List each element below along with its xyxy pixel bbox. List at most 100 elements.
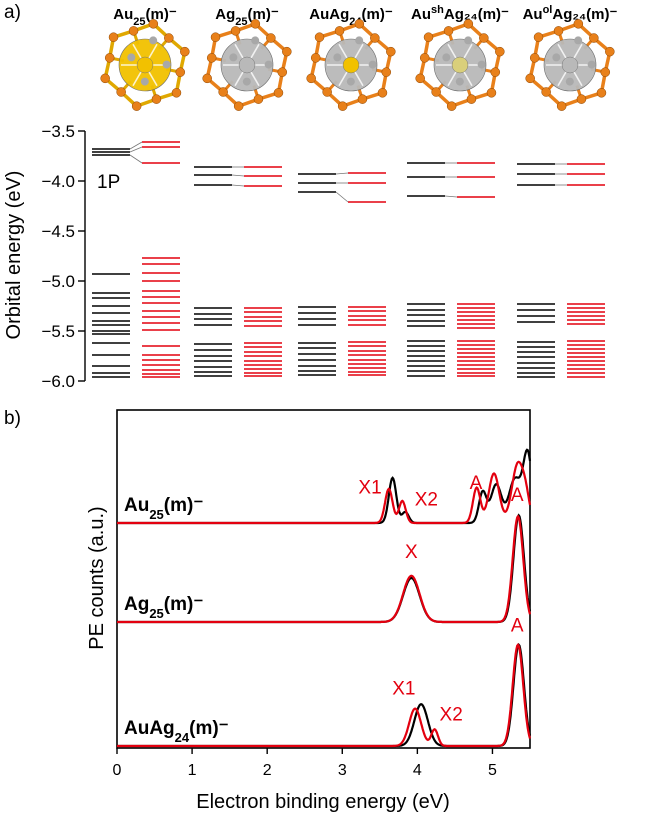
sulfur-atom [377, 88, 388, 98]
sulfur-atom [556, 101, 567, 111]
sulfur-atom [605, 46, 615, 57]
silver-cluster-gold-shell-icon [415, 19, 505, 111]
sulfur-atom [419, 53, 430, 63]
sulfur-atom [314, 32, 325, 42]
staple-metal-atom [242, 77, 251, 86]
sulfur-atom [202, 73, 212, 84]
center-atom [136, 56, 154, 74]
staple-metal-atom [162, 60, 171, 69]
staple-metal-atom [552, 53, 561, 62]
sulfur-atom [210, 32, 221, 42]
sulfur-atom [164, 33, 174, 43]
x-tick-label: 3 [338, 762, 347, 779]
level-connector [129, 154, 143, 164]
cluster-title: AushAg₂₄(m)⁻ [411, 4, 509, 23]
sulfur-atom [218, 87, 228, 97]
trace-label: AuAg24(m)⁻ [124, 718, 229, 745]
trace-label-subscript: 25 [149, 507, 163, 522]
sulfur-atom [108, 32, 119, 42]
sulfur-atom [250, 19, 261, 29]
sulfur-atom [589, 33, 599, 43]
sulfur-atom [131, 101, 142, 111]
sulfur-atom [277, 67, 288, 77]
cluster-title-superscript: ol [543, 4, 553, 16]
panel-b-label: b) [4, 408, 21, 429]
center-atom [238, 56, 256, 74]
cluster-title-subscript: 25 [235, 16, 247, 28]
sulfur-atom [381, 67, 392, 77]
cluster-title: AuolAg₂₄(m)⁻ [523, 4, 618, 23]
peak-annotation: A [511, 485, 524, 506]
trace-label-main: Ag [124, 594, 149, 615]
sulfur-atom [490, 67, 501, 77]
spectra-plot-frame [116, 409, 531, 749]
trace-label-tail: (m)⁻ [164, 495, 204, 516]
red-spectrum-line [117, 460, 532, 525]
trace-label-subscript: 25 [149, 606, 163, 621]
silver-cluster-icon [202, 19, 292, 111]
level-connector [129, 146, 143, 153]
cluster-title-main: Au [113, 6, 133, 23]
level-column [298, 172, 386, 376]
trace-label-main: Au [124, 495, 149, 516]
sulfur-atom [266, 33, 276, 43]
x-tick-label: 2 [263, 762, 272, 779]
sulfur-atom [431, 87, 441, 97]
trace-label-main: AuAg [124, 718, 175, 739]
staple-metal-atom [574, 36, 583, 45]
peak-annotation: A [470, 473, 483, 494]
silver-cluster-gold-outer-icon [525, 19, 615, 111]
sulfur-atom [596, 88, 607, 98]
sulfur-atom [148, 19, 159, 29]
staple-metal-atom [229, 53, 238, 62]
x-tick-label: 4 [413, 762, 422, 779]
staple-metal-atom [455, 77, 464, 86]
level-connector [231, 174, 245, 177]
sulfur-atom [306, 73, 316, 84]
trace-label-subscript: 24 [175, 730, 190, 745]
peak-annotation: X1 [358, 477, 381, 498]
cluster-title-tail: (m)⁻ [248, 6, 279, 23]
sulfur-atom [479, 33, 489, 43]
sulfur-atom [282, 46, 292, 57]
orbital-energy-ylabel: Orbital energy (eV) [3, 171, 25, 340]
sulfur-atom [128, 26, 139, 36]
staple-metal-atom [333, 53, 342, 62]
peak-annotation: X [405, 542, 418, 563]
spectra-ylabel: PE counts (a.u.) [86, 506, 108, 649]
sulfur-atom [230, 26, 241, 36]
sulfur-atom [171, 88, 182, 98]
staple-metal-atom [251, 36, 260, 45]
trace-label-tail: (m)⁻ [164, 594, 204, 615]
cluster-title-tail: (m)⁻ [146, 6, 177, 23]
orbital-energy-ticks: −3.5 −4.0 −4.5 −5.0 −5.5 −6.0 [41, 122, 86, 391]
trace-label: Ag25(m)⁻ [124, 594, 203, 621]
staple-metal-atom [368, 60, 377, 69]
sulfur-atom [273, 88, 284, 98]
red-spectrum-line [117, 514, 532, 624]
sulfur-atom [463, 19, 474, 29]
sulfur-atom [541, 87, 551, 97]
level-connector [231, 184, 245, 187]
sulfur-atom [423, 32, 434, 42]
peak-annotation: X2 [415, 489, 438, 510]
cluster-title-main: Au [411, 6, 431, 23]
sulfur-atom [354, 19, 365, 29]
staple-metal-atom [346, 77, 355, 86]
sulfur-atom [175, 67, 186, 77]
sulfur-atom [337, 101, 348, 111]
y-tick-label: −6.0 [41, 372, 75, 391]
cluster-title: Ag25(m)⁻ [215, 6, 279, 28]
x-tick-label: 0 [113, 762, 122, 779]
peak-annotation: A [511, 616, 524, 637]
cluster-title-tail: (m)⁻ [362, 6, 393, 23]
sulfur-atom [370, 33, 380, 43]
orbital-energy-axis: Orbital energy (eV) −3.5 −4.0 −4.5 −5.0 −5.5… [3, 122, 86, 391]
level-column [407, 162, 495, 377]
sulfur-atom [466, 94, 477, 104]
center-atom [342, 56, 360, 74]
y-tick-label: −3.5 [41, 122, 75, 141]
trace-label-tail: (m)⁻ [189, 718, 229, 739]
